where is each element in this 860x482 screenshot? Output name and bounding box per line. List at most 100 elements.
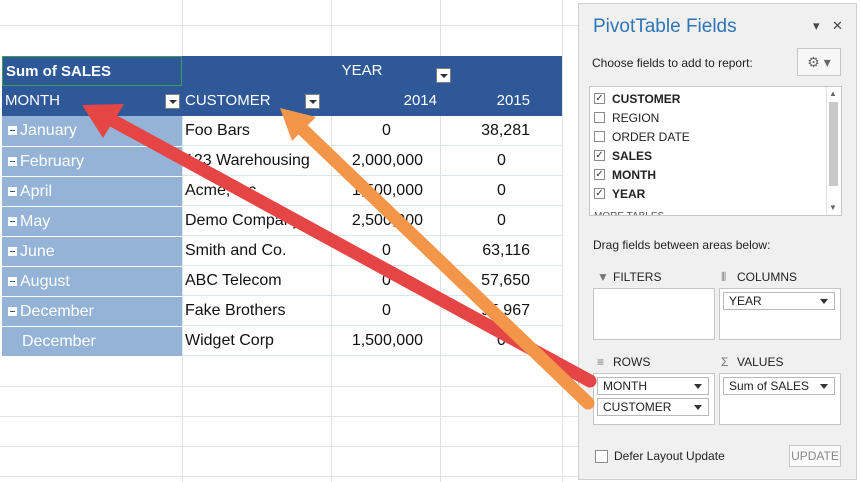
chevron-down-icon[interactable]: [820, 384, 828, 389]
collapse-icon[interactable]: [8, 247, 17, 256]
gridline: [0, 476, 578, 477]
row-value-2014[interactable]: 2,500,000: [332, 206, 441, 236]
row-month[interactable]: December: [2, 326, 182, 356]
gear-icon[interactable]: ⚙ ▾: [797, 48, 841, 76]
scroll-up-icon[interactable]: ▲: [829, 89, 837, 98]
row-customer[interactable]: Widget Corp: [182, 326, 332, 356]
row-value-2015[interactable]: 38,281: [441, 116, 562, 146]
field-checkbox[interactable]: ✓: [594, 93, 605, 104]
row-value-2015[interactable]: 0: [441, 146, 562, 176]
columns-drop-zone[interactable]: YEAR: [719, 288, 841, 340]
columns-icon: ⦀: [721, 270, 727, 284]
collapse-icon[interactable]: [8, 277, 17, 286]
row-customer[interactable]: Acme, Inc: [182, 176, 332, 206]
row-month: December: [20, 303, 94, 320]
spreadsheet-area: Sum of SALES YEAR MONTH CUSTOMER 2014 20…: [0, 0, 578, 482]
pivottable-fields-pane: PivotTable Fields ▾ ✕ Choose fields to a…: [578, 3, 857, 480]
row-value-2015[interactable]: 57,650: [441, 266, 562, 296]
choose-fields-label: Choose fields to add to report:: [592, 56, 753, 70]
row-customer[interactable]: ABC Telecom: [182, 266, 332, 296]
row-value-2015[interactable]: 63,116: [441, 236, 562, 266]
rows-drop-zone[interactable]: MONTH CUSTOMER: [593, 373, 715, 425]
field-name: REGION: [612, 111, 660, 125]
field-list: ✓ CUSTOMER REGION ORDER DATE ✓ SALES ✓ M…: [589, 86, 842, 216]
row-value-2014[interactable]: 1,500,000: [332, 176, 441, 206]
more-tables-link[interactable]: MORE TABLES...: [594, 208, 673, 215]
chevron-down-icon[interactable]: [694, 384, 702, 389]
field-list-scrollbar[interactable]: ▲ ▼: [826, 87, 841, 215]
filters-drop-zone[interactable]: [593, 288, 715, 340]
collapse-icon[interactable]: [8, 187, 17, 196]
month-header-label: MONTH: [2, 86, 182, 116]
field-name: ORDER DATE: [612, 130, 690, 144]
defer-checkbox[interactable]: [595, 450, 608, 464]
defer-layout-update[interactable]: Defer Layout Update: [595, 449, 725, 464]
columns-area-label: COLUMNS: [737, 270, 798, 284]
collapse-icon[interactable]: [8, 307, 17, 316]
chevron-down-icon[interactable]: [820, 299, 828, 304]
field-checkbox[interactable]: ✓: [594, 169, 605, 180]
row-month: August: [20, 273, 70, 290]
values-chip-sum-of-sales[interactable]: Sum of SALES: [723, 377, 835, 395]
filter-icon: ▼: [597, 270, 609, 284]
row-value-2014[interactable]: 0: [332, 266, 441, 296]
field-checkbox[interactable]: ✓: [594, 188, 605, 199]
rows-chip-month[interactable]: MONTH: [597, 377, 709, 395]
field-checkbox[interactable]: ✓: [594, 150, 605, 161]
row-value-2014[interactable]: 0: [332, 236, 441, 266]
field-name: CUSTOMER: [612, 92, 681, 106]
row-value-2014[interactable]: 1,500,000: [332, 326, 441, 356]
month-filter-button[interactable]: [165, 94, 180, 109]
row-month: June: [20, 243, 55, 260]
collapse-icon[interactable]: [8, 126, 17, 135]
field-checkbox[interactable]: [594, 131, 605, 142]
drag-fields-label: Drag fields between areas below:: [593, 238, 771, 252]
values-drop-zone[interactable]: Sum of SALES: [719, 373, 841, 425]
row-customer[interactable]: 123 Warehousing: [182, 146, 332, 176]
customer-filter-button[interactable]: [305, 94, 320, 109]
rows-area-label: ROWS: [613, 355, 651, 369]
columns-chip-year[interactable]: YEAR: [723, 292, 835, 310]
field-name: YEAR: [612, 187, 646, 201]
close-icon[interactable]: ✕: [832, 18, 843, 33]
pivot-row: February 123 Warehousing 2,000,000 0: [2, 146, 562, 176]
row-value-2014[interactable]: 0: [332, 116, 441, 146]
row-month: April: [20, 183, 53, 200]
year-filter-button[interactable]: [436, 68, 451, 83]
chip-label: MONTH: [603, 379, 647, 393]
gridline: [0, 416, 578, 417]
row-customer[interactable]: Demo Company: [182, 206, 332, 236]
chip-label: YEAR: [729, 294, 762, 308]
pivot-row: August ABC Telecom 0 57,650: [2, 266, 562, 296]
pivot-row: January Foo Bars 0 38,281: [2, 116, 562, 146]
year-2014-header: 2014: [332, 86, 441, 116]
pivot-row: June Smith and Co. 0 63,116: [2, 236, 562, 266]
row-value-2014[interactable]: 2,000,000: [332, 146, 441, 176]
filters-area-label: FILTERS: [613, 270, 662, 284]
row-customer[interactable]: Smith and Co.: [182, 236, 332, 266]
update-button[interactable]: UPDATE: [789, 445, 841, 467]
sigma-icon: Σ: [721, 355, 729, 369]
rows-chip-customer[interactable]: CUSTOMER: [597, 398, 709, 416]
row-month: February: [20, 153, 85, 170]
gridline: [0, 446, 578, 447]
chevron-down-icon[interactable]: [694, 405, 702, 410]
year-header-label: YEAR: [322, 56, 402, 86]
row-value-2015[interactable]: 0: [441, 206, 562, 236]
row-value-2015[interactable]: 95,967: [441, 296, 562, 326]
field-checkbox[interactable]: [594, 112, 605, 123]
pivot-row: December Widget Corp 1,500,000 0: [2, 326, 562, 356]
pane-options-dropdown-icon[interactable]: ▾: [813, 18, 820, 33]
scroll-thumb[interactable]: [829, 102, 838, 186]
collapse-icon[interactable]: [8, 217, 17, 226]
row-customer[interactable]: Fake Brothers: [182, 296, 332, 326]
scroll-down-icon[interactable]: ▼: [829, 203, 837, 212]
row-customer[interactable]: Foo Bars: [182, 116, 332, 146]
pivot-corner-label[interactable]: Sum of SALES: [2, 56, 182, 86]
row-value-2015[interactable]: 0: [441, 176, 562, 206]
row-value-2014[interactable]: 0: [332, 296, 441, 326]
values-area-label: VALUES: [737, 355, 784, 369]
gridline: [562, 0, 563, 482]
row-value-2015[interactable]: 0: [441, 326, 562, 356]
collapse-icon[interactable]: [8, 157, 17, 166]
